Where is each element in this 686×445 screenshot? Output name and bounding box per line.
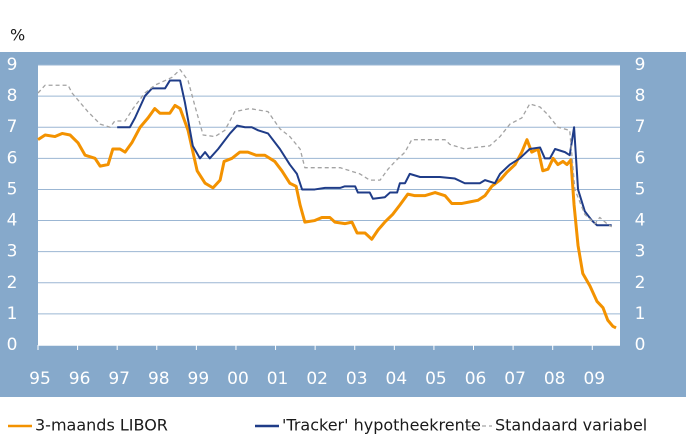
y2-tick-label: 0 xyxy=(635,335,646,355)
y2-tick-label: 3 xyxy=(635,242,646,262)
x-tick-label: 01 xyxy=(267,369,289,389)
x-tick-label: 09 xyxy=(583,369,605,389)
x-tick-label: 04 xyxy=(386,369,408,389)
x-tick-label: 95 xyxy=(29,369,51,389)
y2-tick-label: 4 xyxy=(635,211,646,231)
plot-area xyxy=(38,65,620,345)
y2-tick-label: 1 xyxy=(635,304,646,324)
y2-tick-label: 6 xyxy=(635,148,646,168)
x-tick-label: 08 xyxy=(544,369,566,389)
y2-tick-label: 2 xyxy=(635,273,646,293)
y-tick-label: 8 xyxy=(7,86,18,106)
x-tick-label: 02 xyxy=(306,369,328,389)
x-tick-label: 96 xyxy=(69,369,91,389)
x-tick-label: 06 xyxy=(465,369,487,389)
y-tick-label: 4 xyxy=(7,211,18,231)
x-tick-label: 98 xyxy=(148,369,170,389)
series-line xyxy=(37,103,617,330)
y-tick-label: 0 xyxy=(7,335,18,355)
x-tick-label: 07 xyxy=(504,369,526,389)
legend-label: Standaard variabel xyxy=(495,416,647,435)
legend-label: 3-maands LIBOR xyxy=(35,416,168,435)
y-tick-label: 6 xyxy=(7,148,18,168)
y2-tick-label: 7 xyxy=(635,117,646,137)
legend-label: 'Tracker' hypotheekrente xyxy=(282,416,481,435)
y2-tick-label: 5 xyxy=(635,179,646,199)
y-tick-label: 5 xyxy=(7,179,18,199)
y-tick-label: 9 xyxy=(7,55,18,75)
y-tick-label: 7 xyxy=(7,117,18,137)
x-tick-label: 00 xyxy=(227,369,249,389)
y2-tick-label: 8 xyxy=(635,86,646,106)
x-tick-label: 05 xyxy=(425,369,447,389)
y2-tick-label: 9 xyxy=(635,55,646,75)
series-line xyxy=(117,79,612,227)
x-tick-label: 97 xyxy=(108,369,130,389)
series-line xyxy=(37,69,613,228)
x-tick-label: 99 xyxy=(188,369,210,389)
y-tick-label: 1 xyxy=(7,304,18,324)
y-axis-label: % xyxy=(10,26,25,45)
y-tick-label: 3 xyxy=(7,242,18,262)
y-tick-label: 2 xyxy=(7,273,18,293)
x-tick-label: 03 xyxy=(346,369,368,389)
